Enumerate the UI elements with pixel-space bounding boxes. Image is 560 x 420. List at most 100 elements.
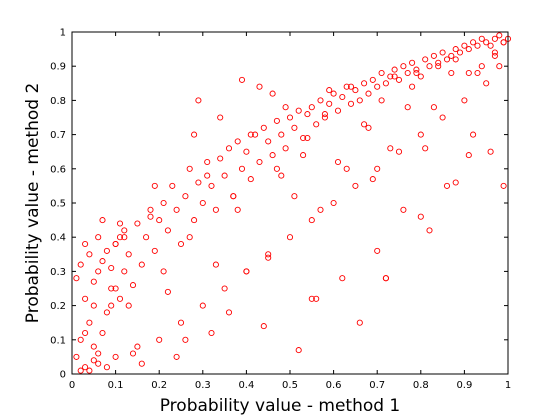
y-tick-label: 0.7: [50, 130, 66, 141]
data-point: [430, 104, 437, 111]
data-point: [225, 145, 233, 152]
data-point: [347, 100, 355, 107]
data-point: [452, 56, 459, 63]
data-point: [160, 199, 167, 207]
data-point: [347, 83, 355, 90]
data-point: [221, 172, 228, 179]
data-point: [395, 148, 403, 155]
data-point: [465, 46, 472, 53]
y-tick-label: 0.8: [50, 96, 66, 107]
data-point: [138, 261, 145, 268]
data-point: [361, 80, 368, 87]
data-point: [374, 165, 381, 172]
data-point: [321, 114, 328, 121]
data-point: [400, 63, 407, 70]
data-point: [195, 97, 202, 104]
data-point: [478, 63, 485, 70]
data-point: [317, 206, 324, 213]
data-point: [95, 234, 102, 241]
data-point: [265, 138, 272, 145]
data-point: [430, 52, 437, 59]
data-point: [217, 155, 224, 162]
data-point: [422, 145, 429, 152]
data-point: [439, 114, 446, 121]
data-point: [86, 367, 93, 374]
data-point: [121, 227, 128, 234]
data-point: [496, 32, 503, 39]
data-point: [116, 295, 124, 302]
data-point: [234, 138, 241, 145]
data-point: [77, 336, 84, 343]
y-tick-label: 0.5: [50, 199, 66, 210]
data-point: [230, 193, 237, 200]
data-point: [252, 131, 259, 138]
data-point: [456, 49, 464, 56]
data-point: [308, 104, 315, 111]
data-point: [352, 182, 359, 189]
y-tick-label: 1: [60, 28, 66, 39]
data-point: [243, 268, 250, 275]
data-point: [286, 114, 294, 121]
data-point: [164, 227, 171, 234]
data-point: [156, 217, 163, 224]
data-point: [265, 254, 272, 261]
y-tick-label: 0.2: [50, 301, 66, 312]
data-point: [300, 134, 307, 142]
data-point: [308, 217, 315, 224]
data-point: [291, 193, 298, 200]
data-point: [313, 121, 320, 128]
data-point: [435, 63, 442, 70]
data-point: [221, 285, 228, 292]
data-point: [413, 69, 420, 77]
x-axis-label: Probability value - method 1: [160, 396, 401, 416]
data-point: [225, 309, 233, 316]
data-point: [326, 100, 333, 107]
data-point: [278, 131, 285, 138]
data-point: [86, 319, 93, 326]
data-point: [465, 69, 472, 77]
data-point: [99, 329, 106, 337]
data-point: [73, 353, 80, 360]
data-point: [417, 73, 424, 80]
data-point: [470, 131, 477, 138]
x-tick-label: 1: [505, 380, 511, 391]
data-point: [151, 247, 158, 254]
data-point: [108, 285, 115, 292]
data-point: [382, 275, 389, 282]
data-point: [343, 165, 350, 172]
data-point: [404, 69, 411, 77]
data-point: [90, 357, 97, 364]
data-point: [334, 158, 342, 166]
data-point: [356, 319, 363, 326]
data-point: [465, 152, 472, 159]
data-point: [378, 97, 385, 104]
data-point: [247, 176, 254, 183]
data-point: [404, 104, 411, 111]
data-point: [269, 152, 276, 159]
data-point: [352, 87, 359, 94]
data-point: [317, 97, 324, 104]
data-point: [116, 220, 124, 227]
data-point: [204, 172, 211, 179]
data-point: [208, 329, 215, 337]
data-point: [365, 90, 372, 97]
y-tick-label: 0.4: [50, 233, 66, 244]
data-point: [326, 87, 333, 94]
data-point: [356, 97, 363, 104]
data-point: [129, 350, 137, 357]
data-point: [129, 282, 137, 289]
data-point: [491, 35, 498, 42]
data-point: [112, 285, 119, 292]
scatter-points: [73, 32, 512, 374]
data-point: [95, 268, 102, 275]
data-point: [330, 90, 337, 97]
data-point: [173, 206, 180, 213]
data-point: [491, 49, 498, 56]
data-point: [77, 261, 84, 268]
x-tick-label: 0.5: [282, 380, 298, 391]
data-point: [273, 117, 280, 124]
data-point: [439, 49, 446, 56]
y-tick-label: 0: [60, 370, 66, 381]
data-point: [474, 42, 481, 49]
